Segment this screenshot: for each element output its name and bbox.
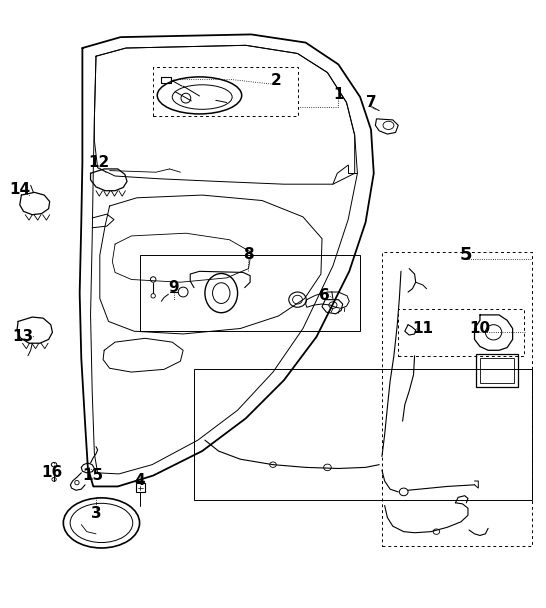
Bar — [136, 483, 145, 492]
Text: 10: 10 — [470, 321, 490, 336]
Text: 3: 3 — [91, 506, 102, 521]
Text: 4: 4 — [134, 474, 145, 488]
Bar — [140, 255, 360, 331]
Bar — [476, 354, 518, 387]
Text: 13: 13 — [12, 329, 33, 344]
Bar — [153, 67, 298, 116]
Bar — [382, 252, 532, 547]
Text: 1: 1 — [333, 87, 343, 102]
Text: 9: 9 — [169, 280, 179, 295]
Text: 12: 12 — [88, 155, 109, 170]
Bar — [194, 369, 532, 500]
Bar — [398, 309, 524, 356]
Text: 16: 16 — [42, 465, 63, 480]
Text: 5: 5 — [460, 246, 473, 264]
Text: 7: 7 — [366, 95, 376, 110]
Text: 8: 8 — [243, 247, 254, 263]
Bar — [480, 359, 514, 383]
Text: 11: 11 — [412, 321, 434, 336]
Text: 2: 2 — [270, 73, 281, 88]
Text: 15: 15 — [82, 468, 104, 483]
Text: 14: 14 — [9, 182, 31, 197]
Text: 6: 6 — [319, 288, 330, 303]
